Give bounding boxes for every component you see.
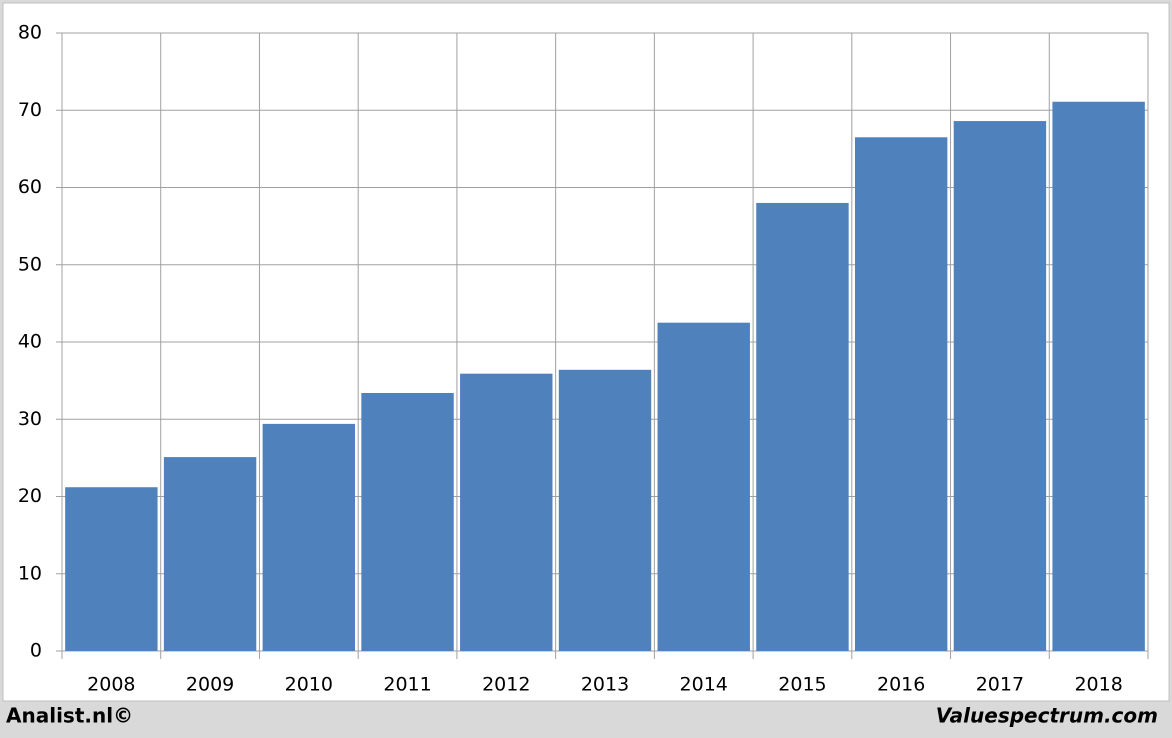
- bar: [361, 392, 454, 651]
- x-tick-label: 2018: [1074, 674, 1122, 696]
- x-tick-label: 2012: [482, 674, 530, 696]
- y-tick-label: 10: [18, 562, 42, 584]
- bar: [1052, 101, 1145, 651]
- x-tick-label: 2014: [680, 674, 728, 696]
- footer-right: Valuespectrum.com: [936, 704, 1158, 728]
- bar: [460, 373, 553, 651]
- y-tick-label: 30: [18, 408, 42, 430]
- x-tick-label: 2010: [285, 674, 333, 696]
- bar: [657, 322, 750, 651]
- bar: [65, 487, 158, 651]
- bar: [262, 423, 356, 651]
- x-tick-label: 2015: [778, 674, 826, 696]
- x-tick-label: 2009: [186, 674, 234, 696]
- y-tick-label: 70: [18, 99, 42, 121]
- bar: [163, 457, 257, 651]
- x-tick-label: 2013: [581, 674, 629, 696]
- y-tick-label: 40: [18, 331, 42, 353]
- y-tick-label: 80: [18, 22, 42, 44]
- bar: [953, 121, 1047, 651]
- y-tick-label: 20: [18, 485, 42, 507]
- footer-left: Analist.nl©: [6, 704, 133, 728]
- bar: [854, 137, 948, 652]
- x-tick-label: 2017: [976, 674, 1024, 696]
- x-tick-label: 2011: [383, 674, 431, 696]
- bar: [558, 369, 652, 651]
- y-tick-label: 60: [18, 176, 42, 198]
- x-tick-label: 2016: [877, 674, 925, 696]
- y-tick-label: 0: [30, 640, 42, 662]
- x-tick-label: 2008: [87, 674, 135, 696]
- bar: [756, 202, 849, 651]
- y-tick-label: 50: [18, 253, 42, 275]
